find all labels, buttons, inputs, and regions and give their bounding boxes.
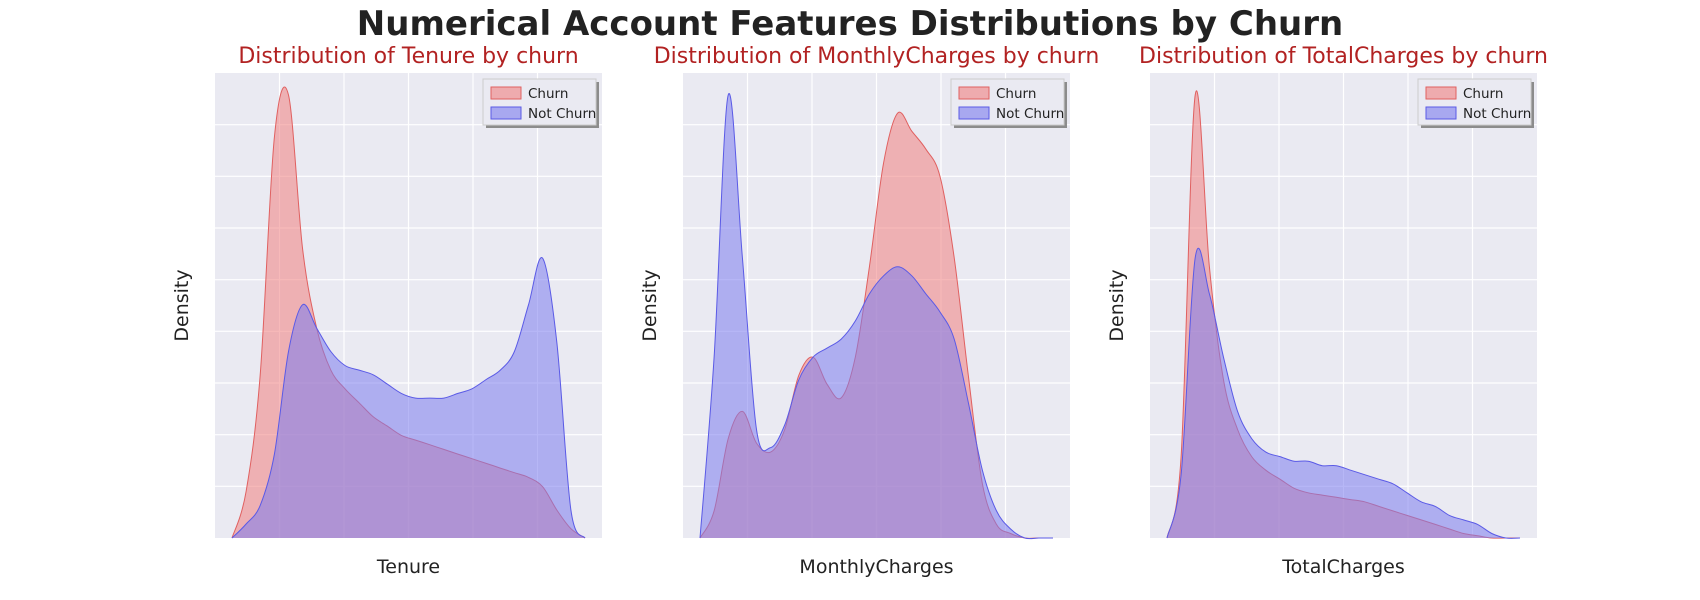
legend-swatch-not-churn [490,106,522,120]
density-line-not-churn [1166,247,1521,539]
legend-swatch-churn [958,86,990,100]
density-line-not-churn [699,92,1053,540]
legend: Churn Not Churn [482,78,599,128]
legend-label-not-churn: Not Churn [528,106,596,122]
x-axis-label: TotalCharges [1281,556,1404,578]
y-axis-label: Density [639,269,661,341]
density-area-not-churn [232,257,585,538]
subplot-title: Distribution of Tenure by churn [238,44,578,69]
legend-swatch-churn [490,86,522,100]
density-line-not-churn [231,257,586,539]
density-area-not-churn [700,93,1053,539]
subplot-title: Distribution of MonthlyCharges by churn [654,44,1100,69]
legend-swatch-churn [1425,86,1457,100]
legend: Churn Not Churn [950,78,1067,128]
subplot-2: Distribution of MonthlyCharges by churn M… [639,44,1099,578]
subplot-title: Distribution of TotalCharges by churn [1139,44,1548,69]
legend: Churn Not Churn [1417,78,1534,128]
subplot-3: Distribution of TotalCharges by churn Tot… [1106,44,1548,578]
legend-label-churn: Churn [1463,86,1503,102]
density-area-not-churn [1167,248,1520,539]
legend-label-churn: Churn [996,86,1036,102]
y-axis-label: Density [1106,269,1128,341]
subplot-1: Distribution of Tenure by churn Tenure Den… [171,44,602,578]
x-axis-label: Tenure [376,556,440,578]
legend-label-not-churn: Not Churn [996,106,1064,122]
y-axis-label: Density [171,269,193,341]
legend-label-churn: Churn [528,86,568,102]
legend-swatch-not-churn [1425,106,1457,120]
legend-label-not-churn: Not Churn [1463,106,1531,122]
x-axis-label: MonthlyCharges [799,556,953,578]
figure-title: Numerical Account Features Distributions… [356,4,1344,44]
legend-swatch-not-churn [958,106,990,120]
